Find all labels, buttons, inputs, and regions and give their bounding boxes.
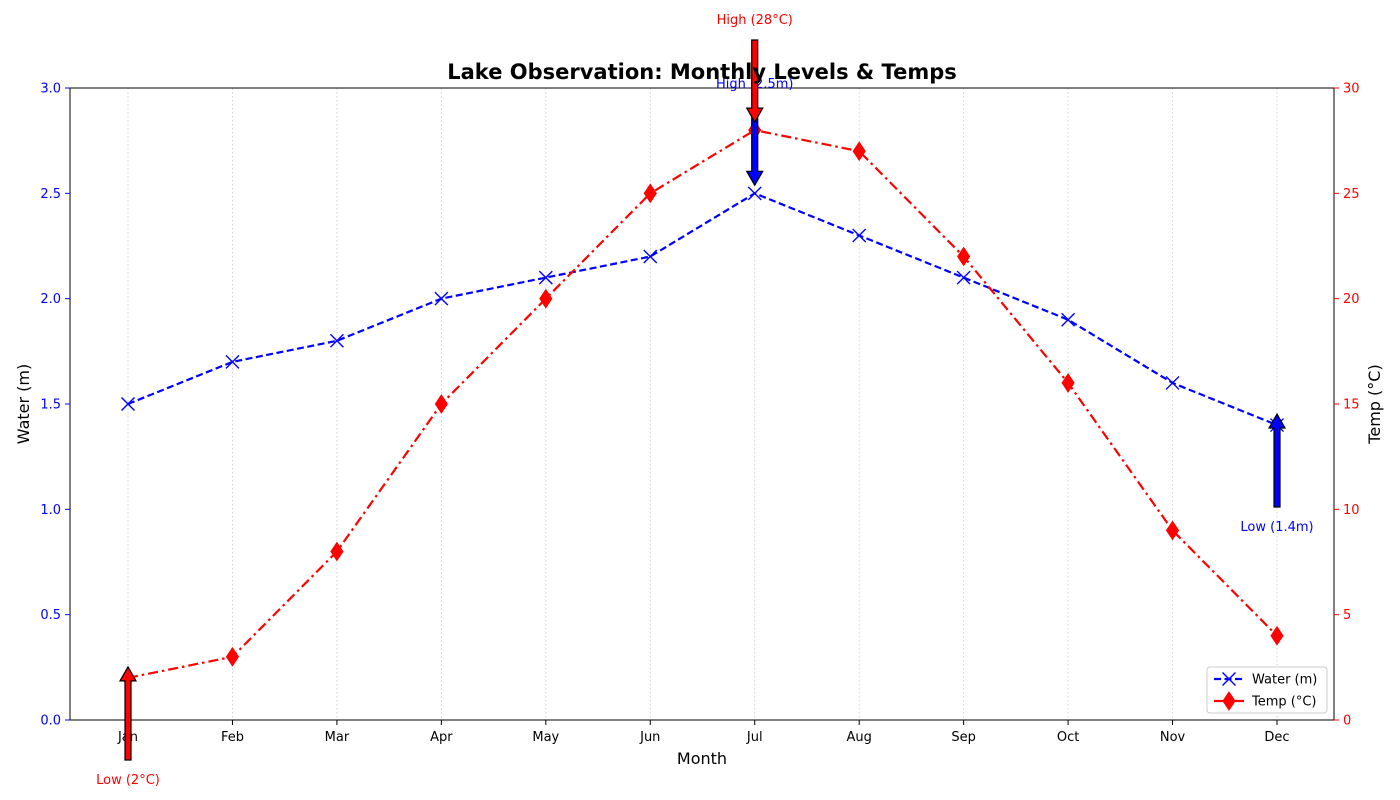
series-layer [121,120,1284,688]
legend-marker [1222,691,1236,711]
y-left-tick-label: 2.5 [40,187,61,202]
annotation-layer: High (2.5m)Low (1.4m)High (28°C)Low (2°C… [96,13,1313,788]
temp-point [330,541,344,562]
legend-label: Temp (°C) [1251,695,1317,710]
water-low-label: Low (1.4m) [1240,520,1313,535]
plot-frame [69,87,1335,721]
temp-point [539,288,553,309]
water-point [852,228,867,243]
temp-low-arrow [118,665,138,761]
grid-layer [127,88,1278,720]
temp-low-label: Low (2°C) [96,773,160,788]
y-right-tick-label: 10 [1343,503,1360,518]
y-right-tick-label: 30 [1343,82,1360,97]
marker-stroke [121,397,135,411]
x-tick-label: Nov [1160,730,1186,745]
temp-high-arrow [745,39,764,124]
y-left-tick-label: 0.0 [40,714,61,729]
water-point [956,270,971,285]
marker-stroke [329,333,344,348]
marker-stroke [643,249,658,264]
temp-point [1270,625,1284,646]
y-right-tick-label: 0 [1343,714,1351,729]
water-point [434,291,449,306]
temp-point [643,183,657,204]
y-left-tick-label: 2.0 [40,292,61,307]
marker-stroke [852,228,867,243]
water-point [225,354,240,369]
y-right-tick-label: 20 [1343,292,1360,307]
marker-stroke [1165,375,1180,390]
temp-point [852,141,866,162]
temp-point [225,646,240,667]
x-tick-label: Apr [430,730,453,745]
marker-stroke [1222,672,1236,686]
water-point [329,333,344,348]
water-low-arrow [1267,412,1287,508]
temp-point [957,246,971,267]
y-axis-left-label: Water (m) [14,364,33,444]
legend: Water (m) Temp (°C) [1206,666,1328,714]
y-left-tick-label: 1.5 [40,398,61,413]
water-series-line [127,192,1278,427]
temp-point [1061,373,1075,393]
water-point [643,249,658,264]
y-left-tick-label: 1.0 [40,503,61,518]
chart-title: Lake Observation: Monthly Levels & Temps [447,60,957,84]
x-tick-label: Oct [1057,730,1079,745]
water-point [1061,312,1076,327]
x-tick-label: Sep [951,730,976,745]
marker-stroke [1061,312,1076,327]
temp-point [434,394,448,414]
marker-stroke [538,270,553,285]
temp-point [1165,520,1180,541]
legend-marker [1222,672,1236,686]
y-right-tick-label: 25 [1343,187,1360,202]
water-point [747,186,762,201]
y-right-tick-label: 5 [1343,608,1351,623]
x-tick-label: Dec [1264,730,1289,745]
marker-stroke [956,270,971,285]
x-tick-label: Jul [746,730,763,745]
water-point [121,397,135,411]
temp-series-line [127,128,1278,679]
water-point [1165,375,1180,390]
y-axis-right-label: Temp (°C) [1365,364,1384,444]
temp-high-label: High (28°C) [717,13,793,28]
x-tick-label: Feb [221,730,244,745]
legend-label: Water (m) [1252,673,1317,688]
water-point [538,270,553,285]
x-tick-label: Jun [639,730,660,745]
marker-stroke [225,354,240,369]
marker-stroke [747,186,762,201]
y-left-tick-label: 0.5 [40,608,61,623]
x-tick-label: May [532,730,559,745]
x-tick-label: Mar [325,730,350,745]
water-high-arrow [745,109,764,187]
axis-layer: JanFebMarAprMayJunJulAugSepOctNovDec0.00… [40,82,1359,746]
y-right-tick-label: 15 [1343,398,1360,413]
x-tick-label: Aug [846,730,871,745]
marker-stroke [434,291,449,306]
y-left-tick-label: 3.0 [40,82,61,97]
x-axis-label: Month [677,749,727,768]
